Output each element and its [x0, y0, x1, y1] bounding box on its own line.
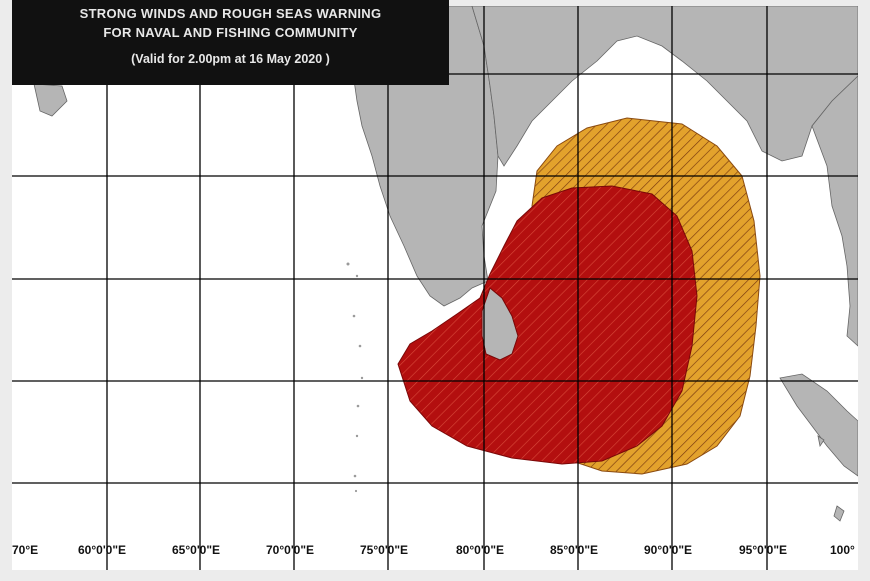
warning-title-box: STRONG WINDS AND ROUGH SEAS WARNING FOR … — [12, 0, 449, 85]
high-risk-zone — [397, 185, 698, 465]
graticule — [12, 6, 858, 570]
lon-label-4: 75°0'0"E — [360, 543, 409, 557]
scattered-islands — [346, 262, 364, 493]
lon-label-1: 60°0'0"E — [78, 543, 127, 557]
sumatra-landmass — [779, 373, 858, 477]
lon-label-0: 70°E — [12, 543, 39, 557]
small-island-2 — [833, 505, 845, 522]
map-frame — [12, 6, 858, 570]
map-canvas — [12, 6, 858, 570]
lon-label-3: 70°0'0"E — [266, 543, 315, 557]
lon-label-9: 100° — [830, 543, 855, 557]
title-line-2: FOR NAVAL AND FISHING COMMUNITY — [103, 25, 358, 40]
lon-label-2: 65°0'0"E — [172, 543, 221, 557]
arabia-landmass — [33, 83, 68, 117]
validity-text: (Valid for 2.00pm at 16 May 2020 ) — [131, 52, 330, 66]
lon-label-7: 90°0'0"E — [644, 543, 693, 557]
myanmar-landmass — [811, 75, 858, 347]
lon-label-8: 95°0'0"E — [739, 543, 788, 557]
title-line-1: STRONG WINDS AND ROUGH SEAS WARNING — [79, 6, 382, 21]
bengal-coast-landmass — [471, 6, 858, 167]
small-island-1 — [817, 435, 825, 448]
lon-label-6: 85°0'0"E — [550, 543, 599, 557]
lon-label-5: 80°0'0"E — [456, 543, 505, 557]
